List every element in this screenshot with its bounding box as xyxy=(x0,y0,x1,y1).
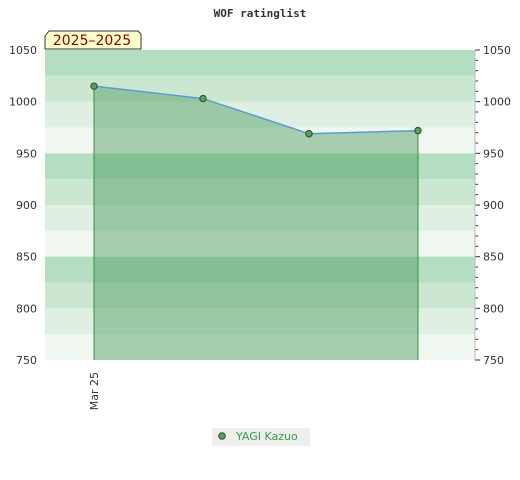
grid-band xyxy=(45,153,475,180)
grid-band xyxy=(45,256,475,283)
x-axis: Mar 25 xyxy=(88,372,101,410)
grid-band xyxy=(45,334,475,360)
y-tick-label-right: 850 xyxy=(483,251,504,264)
x-tick-label: Mar 25 xyxy=(88,372,101,410)
y-tick-label-left: 950 xyxy=(16,147,37,160)
grid-band xyxy=(45,50,475,76)
y-tick-label-left: 800 xyxy=(16,302,37,315)
data-point[interactable] xyxy=(199,94,207,103)
grid-band xyxy=(45,205,475,231)
legend-label: YAGI Kazuo xyxy=(235,430,298,443)
legend[interactable]: YAGI Kazuo xyxy=(212,428,310,446)
y-tick-label-left: 1050 xyxy=(9,44,37,57)
data-point[interactable] xyxy=(414,126,422,135)
y-tick-label-left: 1000 xyxy=(9,96,37,109)
area-fill xyxy=(94,86,418,361)
y-tick-label-left: 900 xyxy=(16,199,37,212)
y-axis-right: 750 800 850 900 950 1000 1050 xyxy=(474,44,511,367)
grid-band xyxy=(45,230,475,257)
y-tick-label-left: 850 xyxy=(16,251,37,264)
y-tick-label-right: 1050 xyxy=(483,44,511,57)
series-line xyxy=(93,85,419,135)
series-area xyxy=(93,85,419,361)
y-tick-label-right: 900 xyxy=(483,199,504,212)
period-label: 2025–2025 xyxy=(53,33,131,49)
grid-band xyxy=(45,282,475,309)
data-point[interactable] xyxy=(90,82,98,90)
series-points xyxy=(90,82,422,138)
y-axis-left: 750 800 850 900 950 1000 1050 xyxy=(9,44,37,367)
y-tick-label-left: 750 xyxy=(16,354,37,367)
data-point[interactable] xyxy=(305,130,313,138)
y-tick-label-right: 800 xyxy=(483,302,504,315)
background-bands xyxy=(45,50,475,360)
chart-title: WOF ratinglist xyxy=(214,7,307,20)
y-tick-label-right: 1000 xyxy=(483,96,511,109)
legend-marker-icon xyxy=(218,432,226,440)
period-badge: 2025–2025 xyxy=(44,30,142,50)
grid-band xyxy=(45,308,475,335)
y-tick-label-right: 950 xyxy=(483,147,504,160)
grid-band xyxy=(45,179,475,205)
grid-band xyxy=(45,101,475,128)
grid-band xyxy=(45,127,475,154)
y-tick-label-right: 750 xyxy=(483,354,504,367)
